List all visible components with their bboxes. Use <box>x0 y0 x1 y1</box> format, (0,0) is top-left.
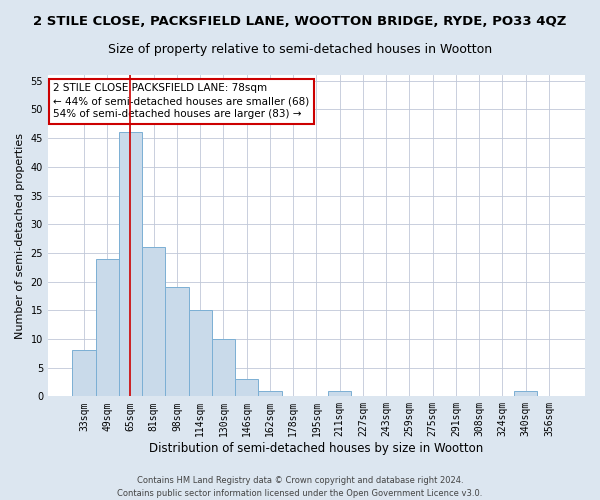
Bar <box>514 390 538 396</box>
Bar <box>188 310 212 396</box>
Bar <box>328 390 352 396</box>
Bar <box>119 132 142 396</box>
Text: 2 STILE CLOSE PACKSFIELD LANE: 78sqm
← 44% of semi-detached houses are smaller (: 2 STILE CLOSE PACKSFIELD LANE: 78sqm ← 4… <box>53 83 310 120</box>
Bar <box>259 390 281 396</box>
Text: Contains HM Land Registry data © Crown copyright and database right 2024.
Contai: Contains HM Land Registry data © Crown c… <box>118 476 482 498</box>
X-axis label: Distribution of semi-detached houses by size in Wootton: Distribution of semi-detached houses by … <box>149 442 484 455</box>
Bar <box>95 258 119 396</box>
Bar <box>235 379 259 396</box>
Bar <box>73 350 95 397</box>
Text: 2 STILE CLOSE, PACKSFIELD LANE, WOOTTON BRIDGE, RYDE, PO33 4QZ: 2 STILE CLOSE, PACKSFIELD LANE, WOOTTON … <box>34 15 566 28</box>
Bar <box>212 339 235 396</box>
Bar <box>142 247 166 396</box>
Bar <box>166 288 188 397</box>
Y-axis label: Number of semi-detached properties: Number of semi-detached properties <box>15 132 25 338</box>
Text: Size of property relative to semi-detached houses in Wootton: Size of property relative to semi-detach… <box>108 42 492 56</box>
